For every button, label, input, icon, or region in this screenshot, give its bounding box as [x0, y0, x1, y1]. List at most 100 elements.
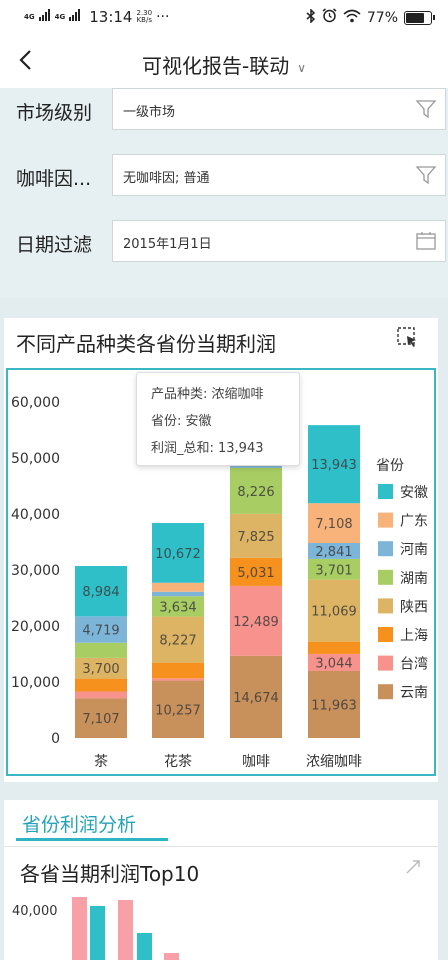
bar-segment — [75, 698, 127, 738]
data-label: 11,963 — [311, 699, 357, 714]
data-label: 13,943 — [311, 458, 357, 473]
tooltip-product: 产品种类: 浓缩咖啡 — [151, 387, 264, 402]
stacked-bar-chart[interactable]: 0 10,000 20,000 30,000 40,000 50,000 60,000 7,1… — [8, 370, 434, 774]
bar-segment — [308, 543, 360, 559]
filter-caffeine-field[interactable]: 无咖啡因; 普通 — [112, 154, 446, 196]
status-left: 4G 4G 13:14 2.30 KB/s ··· — [24, 8, 169, 26]
bar-segment — [75, 642, 127, 658]
bar-segment — [75, 616, 127, 643]
legend-swatch — [378, 484, 393, 499]
legend-swatch — [378, 512, 393, 528]
battery-level — [406, 12, 424, 23]
bar-segment — [75, 678, 127, 692]
x-tick-label: 浓缩咖啡 — [306, 754, 362, 770]
legend-label: 台湾 — [400, 656, 428, 673]
data-label: 8,227 — [159, 634, 196, 649]
legend-title: 省份 — [376, 458, 404, 474]
signal-bars-icon — [38, 9, 51, 25]
data-label: 2,841 — [315, 545, 352, 560]
x-tick-label: 花茶 — [164, 754, 192, 770]
battery-percent: 77% — [366, 9, 398, 26]
status-bar: 4G 4G 13:14 2.30 KB/s ··· 77% — [0, 0, 448, 36]
battery-icon — [404, 10, 435, 25]
tab-active-indicator — [16, 838, 168, 841]
top10-bar — [118, 900, 133, 960]
bar-segment — [230, 513, 282, 558]
chart-frame[interactable]: 0 10,000 20,000 30,000 40,000 50,000 60,000 7,1… — [6, 368, 436, 776]
network-speed: 2.30 KB/s — [136, 10, 152, 24]
filter-label: 日期过滤 — [16, 234, 93, 256]
box-select-icon[interactable] — [396, 326, 420, 354]
more-dots: ··· — [156, 9, 170, 25]
legend-swatch — [378, 598, 393, 614]
filter-icon[interactable] — [415, 98, 437, 124]
legend-swatch — [378, 627, 393, 642]
filter-panel: 市场级别 一级市场 咖啡因... 无咖啡因; 普通 日期过滤 2015年1月1日 — [0, 88, 448, 298]
legend-swatch — [378, 541, 393, 557]
chart-title: 不同产品种类各省份当期利润 — [16, 332, 276, 356]
data-label: 12,489 — [233, 615, 279, 630]
wifi-icon — [343, 9, 361, 27]
back-button[interactable] — [16, 46, 36, 80]
data-label: 3,044 — [315, 656, 352, 671]
bar-segment — [308, 558, 360, 580]
data-label: 5,031 — [237, 566, 274, 581]
divider — [4, 846, 438, 847]
data-label: 7,107 — [82, 712, 119, 727]
x-tick-label: 茶 — [94, 754, 108, 770]
bar-segment — [230, 585, 282, 656]
bar-segment — [308, 579, 360, 642]
chevron-down-icon: ∨ — [297, 60, 306, 75]
bar-segment — [75, 691, 127, 699]
bar-segment — [308, 425, 360, 504]
filter-row-caffeine: 咖啡因... 无咖啡因; 普通 — [0, 154, 448, 198]
data-label: 8,226 — [237, 485, 274, 500]
top10-bar — [72, 897, 87, 960]
network-speed-unit: KB/s — [136, 16, 152, 24]
legend-swatch — [378, 684, 393, 700]
y-tick-label: 10,000 — [11, 675, 60, 691]
y-tick-label: 50,000 — [11, 451, 60, 467]
filter-icon[interactable] — [415, 164, 437, 190]
chevron-left-icon — [19, 50, 31, 70]
tab-province-profit[interactable]: 省份利润分析 — [22, 814, 137, 836]
filter-date-field[interactable]: 2015年1月1日 — [112, 220, 446, 262]
y-tick-label: 60,000 — [11, 395, 60, 411]
legend-label: 河南 — [400, 542, 428, 558]
data-label: 11,069 — [311, 605, 357, 620]
top10-chart-title: 各省当期利润Top10 — [20, 862, 200, 886]
data-label: 7,108 — [315, 517, 352, 532]
filter-value: 无咖啡因; 普通 — [123, 171, 210, 186]
top10-bar — [164, 952, 179, 960]
page-title[interactable]: 可视化报告-联动 ∨ — [0, 50, 448, 79]
filter-market-field[interactable]: 一级市场 — [112, 88, 446, 130]
data-label: 4,719 — [82, 624, 119, 639]
bar-segment — [152, 662, 204, 679]
top10-ytick: 40,000 — [12, 904, 58, 919]
y-tick-label: 0 — [51, 731, 60, 747]
bar-segment — [152, 596, 204, 617]
data-label: 3,701 — [315, 563, 352, 578]
legend-label: 陕西 — [400, 599, 428, 615]
data-label: 10,672 — [155, 547, 201, 562]
legend-label: 上海 — [400, 628, 428, 644]
top10-bar — [90, 906, 105, 960]
legend-label: 湖南 — [400, 571, 428, 587]
page-title-text: 可视化报告-联动 — [141, 54, 290, 78]
calendar-icon[interactable] — [415, 230, 437, 256]
legend-swatch — [378, 569, 393, 585]
legend-label: 云南 — [400, 685, 428, 701]
bar-segment — [152, 678, 204, 681]
bar-segment — [152, 591, 204, 597]
data-label: 3,700 — [82, 662, 119, 677]
signal-4g-icon: 4G — [24, 12, 35, 21]
data-label: 3,634 — [159, 600, 196, 615]
expand-icon[interactable] — [404, 858, 422, 880]
filter-row-market: 市场级别 一级市场 — [0, 88, 448, 132]
legend-label: 安徽 — [400, 485, 428, 501]
chart-card: 不同产品种类各省份当期利润 0 10,000 20,000 30,000 40,000 5… — [4, 318, 438, 782]
y-tick-label: 20,000 — [11, 619, 60, 635]
y-tick-label: 40,000 — [11, 507, 60, 523]
signal-bars-icon-2 — [69, 9, 81, 25]
chart-tooltip: 产品种类: 浓缩咖啡 省份: 安徽 利润_总和: 13,943 — [136, 372, 300, 466]
